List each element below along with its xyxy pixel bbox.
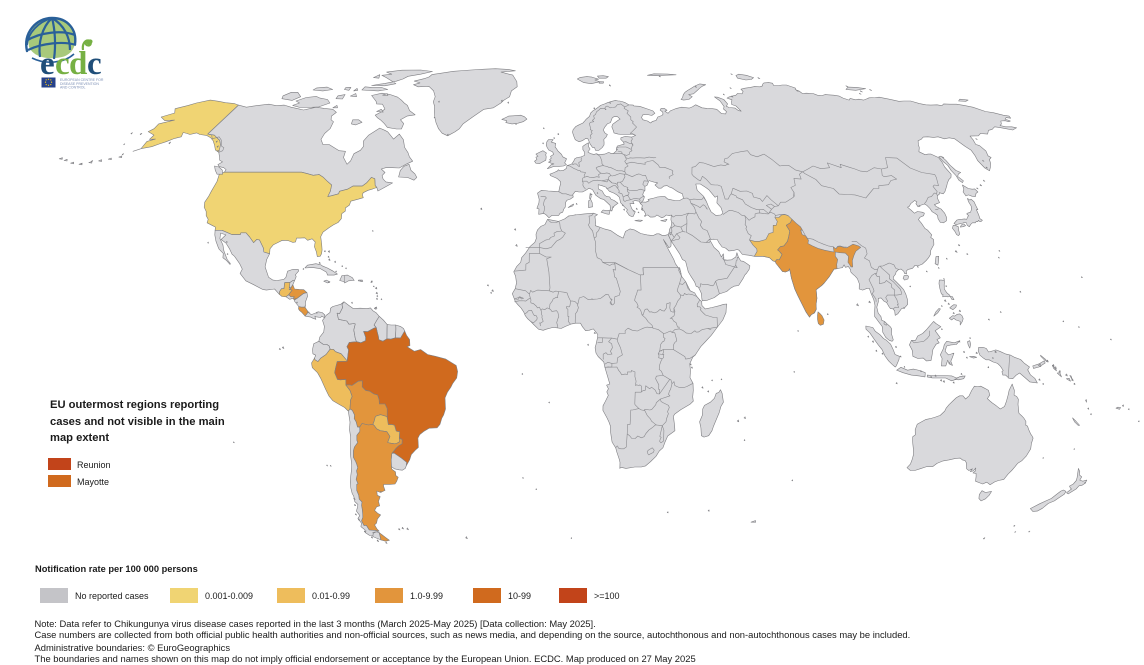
svg-text:c: c	[55, 46, 70, 82]
svg-text:EUROPEAN CENTRE FOR: EUROPEAN CENTRE FOR	[60, 78, 104, 82]
svg-text:e: e	[40, 46, 55, 82]
svg-text:AND CONTROL: AND CONTROL	[60, 86, 86, 90]
svg-text:d: d	[69, 46, 87, 82]
svg-text:c: c	[87, 46, 102, 82]
svg-text:DISEASE PREVENTION: DISEASE PREVENTION	[60, 82, 99, 86]
